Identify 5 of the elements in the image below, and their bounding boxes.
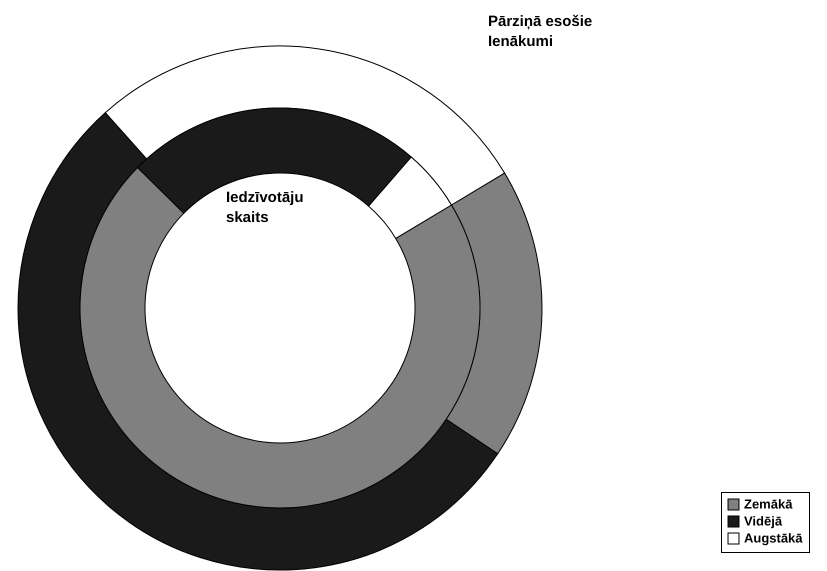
slice-label: Iedzīvotāju skaits xyxy=(226,189,304,226)
slice-label: Pārziņā esošie Ienākumi xyxy=(488,13,592,50)
legend-label: Augstākā xyxy=(744,530,804,546)
legend-label: Vidējā xyxy=(744,514,783,528)
legend-label: Zemākā xyxy=(744,496,794,512)
